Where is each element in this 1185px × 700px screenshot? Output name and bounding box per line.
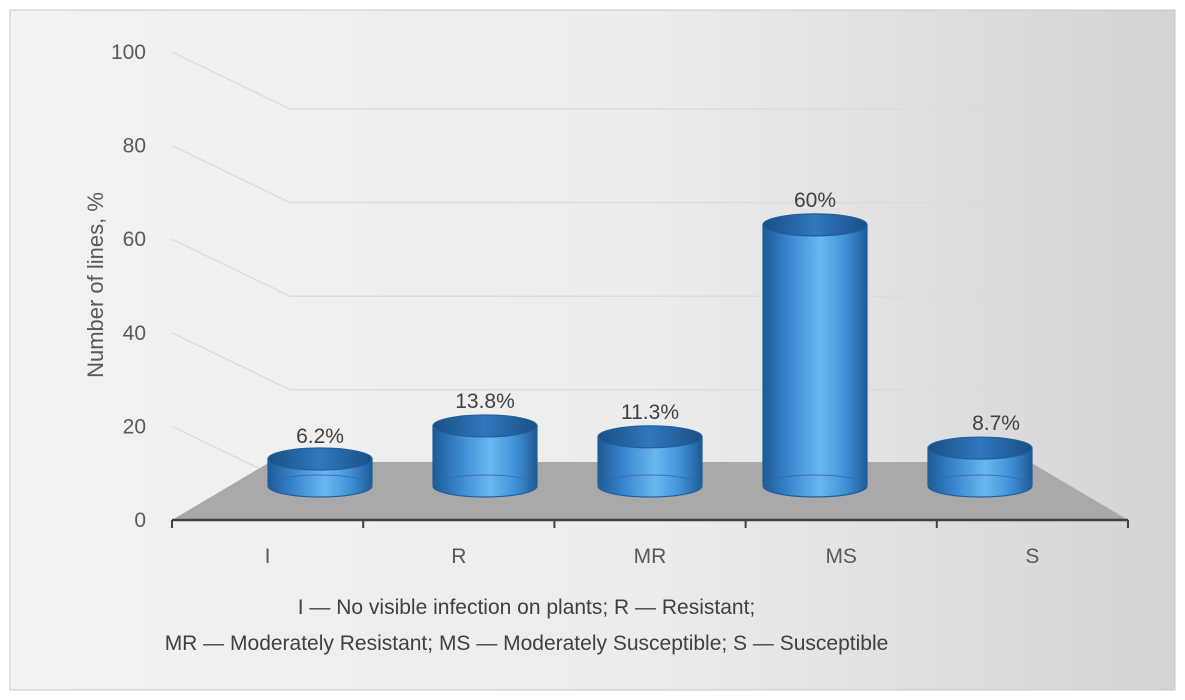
legend-note-line-2: MR — Moderately Resistant; MS — Moderate… bbox=[164, 632, 889, 655]
bar-base-rim bbox=[267, 474, 373, 487]
bar-MR bbox=[597, 425, 703, 498]
bar-top bbox=[432, 414, 538, 438]
data-label: 13.8% bbox=[455, 390, 515, 413]
bar-base-rim bbox=[927, 474, 1033, 487]
bar-body bbox=[762, 224, 868, 498]
y-axis-title: Number of lines, % bbox=[83, 192, 108, 378]
data-label: 8.7% bbox=[972, 412, 1020, 435]
bar-top bbox=[267, 447, 373, 471]
data-label: 11.3% bbox=[621, 401, 679, 424]
axes: I R MR MS S bbox=[171, 518, 1129, 568]
data-labels: 6.2% 13.8% 11.3% 60% 8.7% bbox=[296, 189, 1020, 448]
x-tick-label: MS bbox=[825, 545, 857, 568]
y-tick-label: 60 bbox=[123, 228, 146, 251]
x-tick-label: MR bbox=[634, 545, 667, 568]
bar-body bbox=[927, 447, 1033, 498]
bar-base-rim bbox=[762, 474, 868, 487]
gridline bbox=[171, 144, 1010, 204]
data-label: 6.2% bbox=[296, 425, 344, 448]
gridline bbox=[171, 51, 1010, 110]
x-tick-label: R bbox=[451, 545, 466, 568]
data-label: 60% bbox=[794, 189, 836, 212]
chart-background bbox=[9, 9, 1176, 691]
x-tick-label: I bbox=[265, 545, 271, 568]
x-tick-label: S bbox=[1025, 545, 1039, 568]
y-tick-label: 80 bbox=[123, 135, 146, 158]
bars bbox=[267, 213, 1033, 498]
y-tick-label: 20 bbox=[123, 415, 146, 438]
bar-top bbox=[927, 436, 1033, 460]
bar-body bbox=[597, 436, 703, 498]
bar-MS bbox=[762, 213, 868, 498]
bar-top bbox=[597, 425, 703, 449]
y-tick-label: 100 bbox=[111, 41, 146, 64]
bar-top bbox=[762, 213, 868, 237]
bar-base-rim bbox=[432, 474, 538, 487]
bar-base-rim bbox=[597, 474, 703, 487]
y-tick-label: 40 bbox=[123, 322, 146, 345]
y-tick-label: 0 bbox=[134, 509, 146, 532]
legend-note-line-1: I — No visible infection on plants; R — … bbox=[297, 596, 756, 619]
bar-I bbox=[267, 447, 373, 498]
bar-R bbox=[432, 414, 538, 498]
bar-body bbox=[432, 425, 538, 498]
bar-S bbox=[927, 436, 1033, 498]
